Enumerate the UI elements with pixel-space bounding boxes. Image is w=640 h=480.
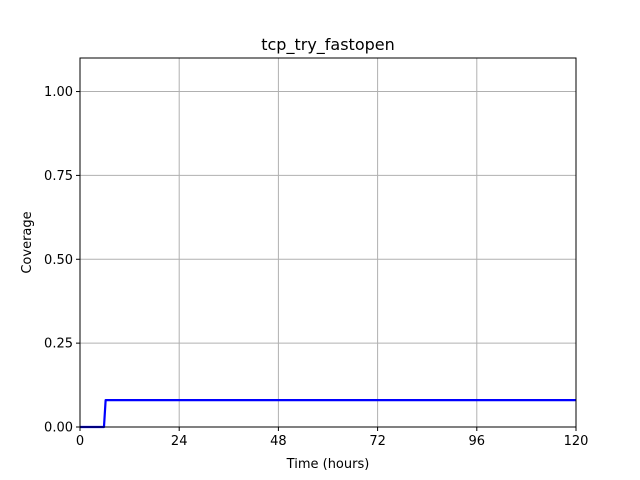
chart-title: tcp_try_fastopen [261, 35, 395, 55]
x-tick-label: 48 [270, 434, 287, 449]
ticks-layer: 0 24 48 72 96 120 0.00 0.25 0.50 0.75 1.00 [44, 85, 588, 449]
y-axis-label: Coverage [20, 211, 35, 273]
x-tick-label: 24 [171, 434, 188, 449]
x-tick-label: 96 [469, 434, 486, 449]
plot-frame [79, 57, 577, 428]
x-tick-label: 72 [369, 434, 386, 449]
x-tick-label: 120 [564, 434, 589, 449]
x-axis-label: Time (hours) [286, 457, 370, 472]
y-tick-label: 0.50 [44, 253, 73, 268]
y-tick-label: 1.00 [44, 85, 73, 100]
x-tick-label: 0 [76, 434, 84, 449]
y-tick-label: 0.25 [44, 337, 73, 352]
y-tick-label: 0.00 [44, 421, 73, 436]
y-tick-label: 0.75 [44, 169, 73, 184]
